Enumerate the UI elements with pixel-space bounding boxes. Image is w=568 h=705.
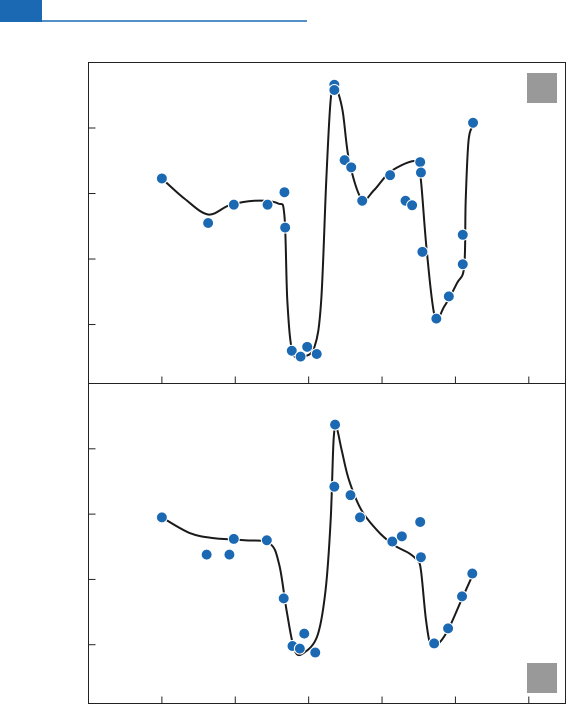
panel-badge	[527, 663, 557, 693]
data-point	[354, 511, 367, 524]
data-point	[344, 489, 357, 502]
data-point	[414, 551, 427, 564]
data-point	[223, 548, 236, 561]
data-point	[416, 245, 429, 258]
data-point	[293, 642, 306, 655]
data-point	[277, 592, 290, 605]
data-point	[395, 530, 408, 543]
data-point	[227, 198, 240, 211]
data-point	[345, 161, 358, 174]
panel-frame	[88, 62, 566, 384]
data-point	[200, 548, 213, 561]
data-point	[155, 172, 168, 185]
data-point	[456, 258, 469, 271]
fit-curve	[161, 425, 474, 657]
data-point	[456, 590, 469, 603]
data-point	[279, 221, 292, 234]
data-point	[406, 199, 419, 212]
data-point	[414, 156, 427, 169]
header-block	[0, 0, 42, 22]
panel-frame	[88, 383, 566, 704]
data-point	[384, 169, 397, 182]
data-point	[386, 535, 399, 548]
data-point	[155, 511, 168, 524]
data-point	[202, 217, 215, 229]
data-point	[414, 166, 427, 179]
data-point	[294, 350, 307, 363]
data-point	[456, 228, 469, 241]
data-point	[356, 194, 369, 207]
data-point	[298, 627, 311, 640]
data-point	[310, 348, 323, 361]
data-point	[428, 637, 441, 650]
data-point	[328, 480, 341, 493]
data-point	[278, 186, 291, 199]
data-point	[442, 290, 455, 303]
data-point	[467, 116, 480, 129]
data-point	[285, 344, 298, 357]
data-point	[328, 84, 341, 97]
data-point	[466, 567, 479, 580]
data-point	[329, 418, 342, 431]
data-point	[260, 534, 273, 547]
data-point	[227, 532, 240, 545]
data-point	[261, 198, 274, 211]
fit-curve	[161, 84, 475, 360]
data-point	[430, 312, 443, 325]
data-point	[301, 340, 314, 353]
data-point	[442, 622, 455, 635]
data-point	[414, 515, 427, 528]
panel-badge	[527, 73, 557, 103]
data-point	[309, 646, 322, 659]
